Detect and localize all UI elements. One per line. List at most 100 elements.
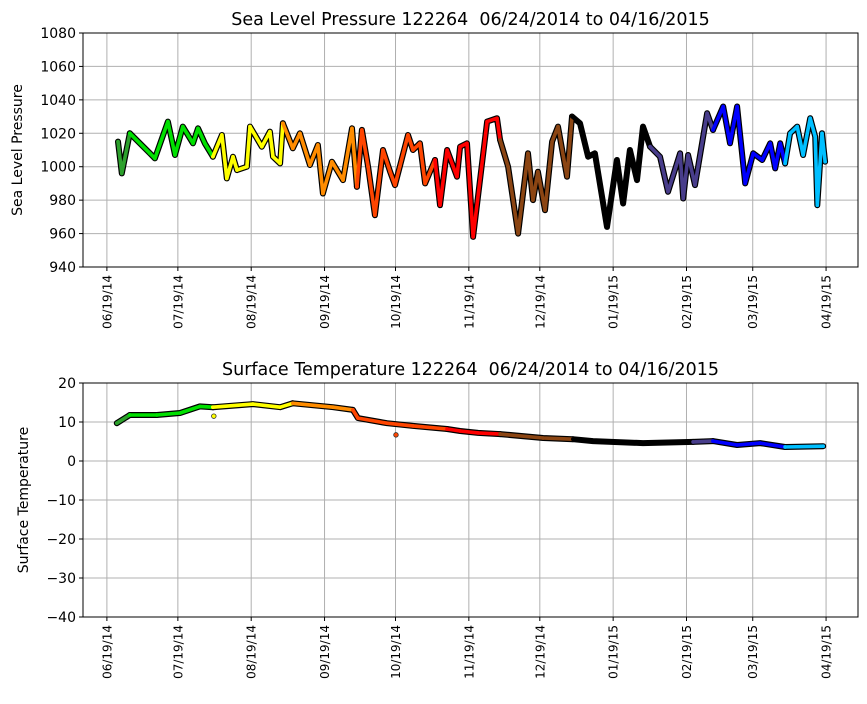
data-point: [148, 151, 152, 156]
y-tick-label: −10: [46, 493, 76, 509]
data-point: [691, 440, 695, 444]
data-point: [541, 436, 545, 440]
data-point: [693, 183, 697, 187]
data-point: [350, 126, 354, 131]
y-tick-label: 1000: [40, 160, 76, 176]
data-point: [330, 159, 334, 164]
data-point: [245, 164, 249, 169]
x-tick-label: 07/19/14: [171, 275, 185, 329]
data-point: [388, 169, 392, 174]
series-segment: [355, 128, 437, 217]
x-tick-label: 04/19/15: [820, 275, 834, 329]
series-segment: [783, 444, 825, 449]
data-series: [113, 400, 827, 450]
y-tick-label: 1060: [40, 59, 76, 75]
data-point: [115, 421, 119, 425]
data-point: [526, 151, 530, 156]
data-point: [191, 141, 195, 146]
data-point: [128, 413, 132, 417]
data-point: [458, 429, 462, 433]
data-point: [178, 411, 182, 415]
x-tick-label: 11/19/14: [462, 625, 476, 679]
data-point: [278, 405, 282, 409]
data-point: [593, 151, 597, 156]
chart-title: Sea Level Pressure 122264 06/24/2014 to …: [231, 10, 710, 30]
x-tick-label: 12/19/14: [533, 275, 547, 329]
data-point: [355, 184, 359, 189]
data-point: [820, 131, 824, 136]
data-point: [783, 445, 787, 449]
data-point: [821, 444, 826, 448]
data-point: [681, 196, 685, 201]
x-tick-label: 01/19/15: [607, 275, 621, 329]
data-point: [743, 181, 747, 186]
data-point: [773, 166, 778, 171]
series-segment: [711, 439, 787, 449]
data-point: [235, 168, 239, 172]
data-point: [591, 439, 595, 443]
data-point: [291, 401, 295, 406]
data-point: [815, 203, 820, 207]
data-point: [758, 441, 762, 445]
data-point: [198, 404, 202, 409]
data-point: [211, 405, 215, 409]
y-tick-label: 20: [58, 376, 76, 392]
data-point: [550, 139, 554, 144]
data-point: [658, 154, 662, 159]
data-series: [115, 103, 829, 240]
data-point: [516, 231, 520, 236]
data-point: [411, 148, 415, 152]
outlier-point: [211, 413, 217, 419]
data-point: [506, 164, 510, 169]
data-point: [278, 161, 282, 166]
data-point: [153, 156, 157, 161]
data-point: [445, 427, 449, 431]
y-tick-label: −30: [46, 571, 76, 587]
data-point: [298, 131, 302, 136]
data-point: [705, 111, 709, 116]
x-tick-label: 03/19/15: [746, 625, 760, 679]
x-tick-label: 09/19/14: [318, 275, 332, 329]
data-point: [181, 124, 185, 129]
x-tick-label: 03/19/15: [746, 275, 760, 329]
data-point: [813, 134, 817, 139]
chart-surface-temperature: −40 −30 −20 −10 0 10 20 06/19/14 07/19/14 08/19/1…: [16, 360, 859, 679]
x-tick-label: 07/19/14: [171, 625, 185, 679]
data-point: [801, 153, 805, 157]
data-point: [166, 119, 170, 124]
y-tick-label: 960: [49, 227, 76, 243]
data-point: [751, 151, 755, 156]
data-point: [196, 126, 200, 131]
x-tick-label: 10/19/14: [389, 625, 403, 679]
data-point: [411, 424, 415, 428]
y-tick-label: 940: [49, 260, 76, 276]
data-point: [373, 213, 377, 217]
data-point: [393, 183, 397, 187]
x-tick-label: 10/19/14: [389, 275, 403, 329]
data-point: [211, 154, 215, 159]
series-segment: [351, 408, 449, 431]
y-tick-label: −20: [46, 532, 76, 548]
data-point: [536, 169, 540, 174]
data-point: [203, 141, 207, 146]
x-tick-label: 12/19/14: [533, 625, 547, 679]
data-point: [778, 141, 782, 146]
y-tick-label: 0: [67, 454, 76, 470]
data-point: [635, 178, 639, 182]
data-point: [471, 235, 475, 239]
data-point: [231, 154, 235, 159]
data-point: [220, 133, 224, 137]
data-point: [331, 405, 335, 409]
data-point: [570, 114, 574, 119]
data-point: [316, 143, 320, 147]
data-point: [406, 133, 410, 137]
x-tick-label: 11/19/14: [462, 275, 476, 329]
data-point: [711, 128, 715, 132]
x-tick-label: 01/19/15: [607, 625, 621, 679]
data-point: [291, 146, 295, 151]
data-point: [116, 139, 120, 144]
data-point: [556, 124, 560, 129]
y-tick-label: 1040: [40, 93, 76, 109]
y-tick-label: 1080: [40, 26, 76, 42]
